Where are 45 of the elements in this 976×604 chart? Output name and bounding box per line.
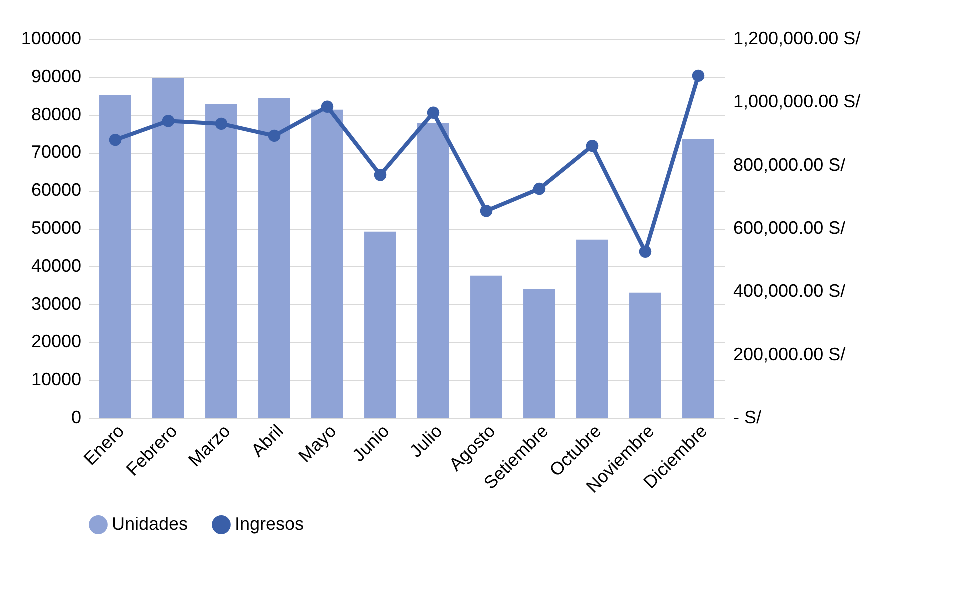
bar bbox=[206, 104, 238, 418]
y-tick-label: 100000 bbox=[21, 28, 82, 48]
bar bbox=[524, 289, 556, 418]
y2-tick-label: 600,000.00 S/ bbox=[734, 218, 846, 238]
point bbox=[586, 140, 599, 152]
y-tick-label: 10000 bbox=[31, 370, 82, 390]
y2-tick-label: 800,000.00 S/ bbox=[734, 154, 846, 175]
y-tick-label: 0 bbox=[71, 408, 82, 428]
y-tick-label: 90000 bbox=[31, 66, 82, 86]
y-tick-label: 20000 bbox=[31, 332, 82, 352]
x-tick-label: Julio bbox=[406, 421, 446, 462]
y-tick-label: 30000 bbox=[31, 294, 82, 314]
bar bbox=[364, 232, 396, 418]
point bbox=[639, 246, 652, 258]
y-tick-label: 40000 bbox=[31, 256, 82, 276]
y2-tick-label: - S/ bbox=[734, 408, 762, 428]
y-tick-label: 80000 bbox=[31, 104, 82, 124]
point bbox=[533, 182, 546, 196]
point bbox=[692, 70, 705, 82]
legend-label: Unidades bbox=[112, 514, 188, 534]
y-tick-label: 60000 bbox=[31, 180, 82, 200]
bar bbox=[682, 139, 714, 418]
bar bbox=[630, 292, 662, 418]
bar bbox=[418, 123, 450, 418]
point bbox=[162, 115, 175, 128]
bar bbox=[100, 95, 132, 418]
point bbox=[268, 130, 281, 142]
bar bbox=[576, 240, 608, 418]
bar bbox=[312, 110, 344, 418]
point bbox=[374, 169, 387, 182]
y-tick-label: 50000 bbox=[31, 218, 82, 238]
y-tick-label: 70000 bbox=[31, 142, 82, 162]
y2-tick-label: 200,000.00 S/ bbox=[734, 344, 846, 364]
point bbox=[321, 100, 334, 114]
point bbox=[109, 134, 122, 146]
y2-tick-label: 1,200,000.00 S/ bbox=[734, 28, 861, 48]
point bbox=[215, 118, 228, 130]
bar bbox=[152, 78, 184, 418]
point bbox=[427, 106, 440, 120]
bar bbox=[258, 98, 290, 418]
bar bbox=[470, 276, 502, 418]
y2-tick-label: 1,000,000.00 S/ bbox=[734, 92, 861, 112]
point bbox=[480, 205, 493, 218]
y2-tick-label: 400,000.00 S/ bbox=[734, 281, 846, 302]
legend-label: Ingresos bbox=[235, 514, 304, 534]
